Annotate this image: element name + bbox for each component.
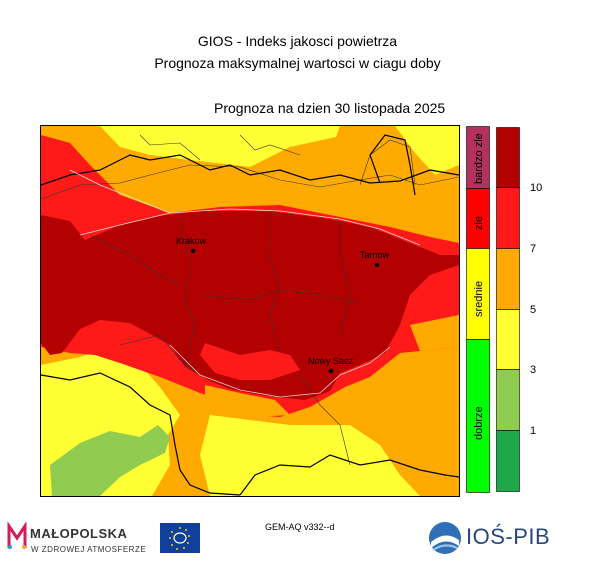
malopolska-subtitle: W ZDROWEJ ATMOSFERZE: [31, 545, 147, 554]
legend-label-zle: zle: [473, 216, 485, 230]
forecast-map: Krakow Tarnow Nowy Sacz: [40, 125, 460, 497]
zone-orange-pocket: [205, 385, 290, 417]
city-label-krakow: Krakow: [176, 236, 207, 246]
zone-orange-east: [410, 315, 459, 351]
scale-band-moderate: [496, 309, 520, 370]
city-nowy-sacz: Nowy Sacz: [308, 356, 354, 374]
zone-yellow-ne: [395, 126, 459, 175]
legend-label-dobrze: dobrze: [473, 406, 485, 440]
forecast-date: Prognoza na dzien 30 listopada 2025: [214, 100, 446, 116]
legend-label-srednie: srednie: [473, 281, 485, 317]
scale-band-good: [496, 430, 520, 492]
scale-band-medium: [496, 248, 520, 310]
legend-scale: [496, 127, 520, 492]
title: GIOS - Indeks jakosci powietrza: [197, 33, 398, 49]
scale-label-7: 7: [530, 243, 537, 255]
scale-label-1: 1: [530, 425, 537, 437]
malopolska-logo-icon: [7, 522, 27, 549]
legend-dobrze: [466, 339, 490, 493]
scale-label-5: 5: [530, 304, 537, 316]
zone-green: [50, 425, 170, 496]
zone-dark-red: [41, 211, 459, 400]
legend-label-bardzo-zle: bardzo zle: [473, 133, 485, 184]
ios-pib-logo-icon: [429, 522, 461, 554]
scale-band-fair: [496, 369, 520, 431]
subtitle: Prognoza maksymalnej wartosci w ciagu do…: [154, 55, 441, 71]
malopolska-name: MAŁOPOLSKA: [30, 526, 128, 541]
region-borders: [40, 134, 460, 496]
ios-pib-name: IOŚ-PIB: [466, 524, 551, 549]
zone-yellow-north: [100, 126, 340, 167]
life-eu-logo-icon: [160, 523, 200, 553]
city-label-tarnow: Tarnow: [360, 250, 390, 260]
scale-label-3: 3: [530, 364, 537, 376]
model-version: GEM-AQ v332--d: [265, 522, 335, 532]
city-tarnow: Tarnow: [360, 250, 390, 268]
city-krakow: Krakow: [176, 236, 207, 254]
scale-band-very-bad: [496, 127, 520, 188]
city-label-nowy-sacz: Nowy Sacz: [308, 356, 354, 366]
scale-label-10: 10: [530, 182, 543, 194]
zone-orange-south: [200, 343, 300, 380]
isolines: [69, 169, 421, 398]
scale-band-bad: [496, 187, 520, 249]
district-borders: [40, 134, 460, 466]
legend-categories: bardzo zle zle srednie dobrze: [466, 126, 490, 493]
